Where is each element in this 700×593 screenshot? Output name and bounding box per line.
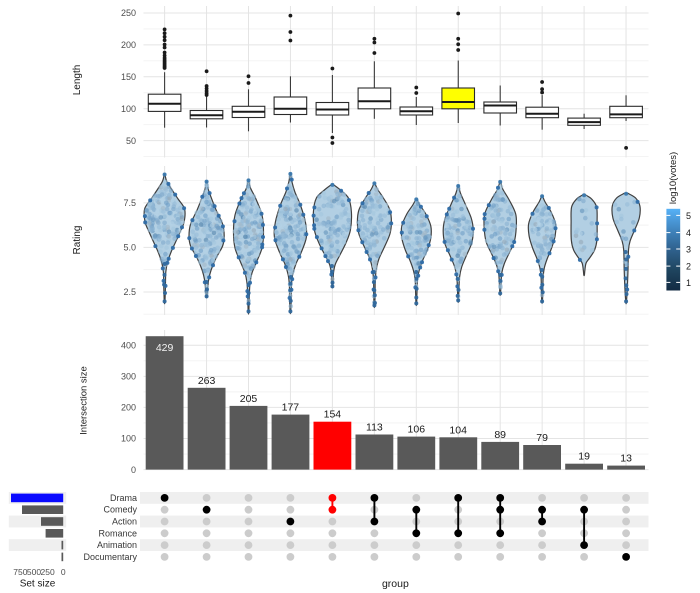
svg-text:200: 200 (121, 403, 136, 413)
svg-text:79: 79 (536, 432, 548, 444)
svg-text:50: 50 (126, 136, 136, 146)
svg-text:Comedy: Comedy (103, 505, 137, 515)
svg-text:2: 2 (686, 262, 691, 272)
svg-text:429: 429 (156, 342, 174, 354)
svg-text:Rating: Rating (72, 226, 83, 255)
svg-text:7.5: 7.5 (123, 198, 136, 208)
svg-text:100: 100 (121, 434, 136, 444)
svg-text:100: 100 (121, 104, 136, 114)
svg-text:1: 1 (686, 278, 691, 288)
svg-text:2.5: 2.5 (123, 287, 136, 297)
svg-text:Documentary: Documentary (83, 552, 137, 562)
svg-text:13: 13 (620, 453, 632, 465)
svg-text:150: 150 (121, 72, 136, 82)
svg-text:106: 106 (408, 424, 426, 436)
svg-text:263: 263 (198, 375, 216, 387)
svg-text:500: 500 (27, 567, 41, 577)
svg-text:3: 3 (686, 244, 691, 254)
svg-text:Romance: Romance (98, 528, 137, 538)
svg-text:Drama: Drama (110, 493, 137, 503)
svg-text:19: 19 (578, 451, 590, 463)
svg-text:5: 5 (686, 211, 691, 221)
svg-text:Action: Action (112, 517, 137, 527)
svg-text:154: 154 (324, 409, 342, 421)
svg-text:300: 300 (121, 372, 136, 382)
svg-text:89: 89 (494, 429, 506, 441)
svg-text:4: 4 (686, 228, 691, 238)
svg-text:Animation: Animation (97, 540, 137, 550)
svg-text:205: 205 (240, 393, 258, 405)
svg-text:104: 104 (449, 424, 467, 436)
svg-text:750: 750 (13, 567, 27, 577)
svg-text:log10(votes): log10(votes) (668, 152, 679, 204)
svg-text:Intersection size: Intersection size (79, 366, 90, 435)
svg-text:177: 177 (282, 402, 300, 414)
svg-text:400: 400 (121, 340, 136, 350)
svg-text:0: 0 (131, 465, 136, 475)
svg-text:0: 0 (61, 567, 66, 577)
svg-text:250: 250 (121, 8, 136, 18)
svg-text:113: 113 (366, 422, 383, 434)
svg-text:Length: Length (72, 65, 83, 96)
svg-text:250: 250 (41, 567, 55, 577)
svg-text:group: group (382, 578, 409, 590)
svg-text:Set size: Set size (20, 579, 56, 590)
svg-text:200: 200 (121, 40, 136, 50)
svg-text:5.0: 5.0 (123, 243, 136, 253)
